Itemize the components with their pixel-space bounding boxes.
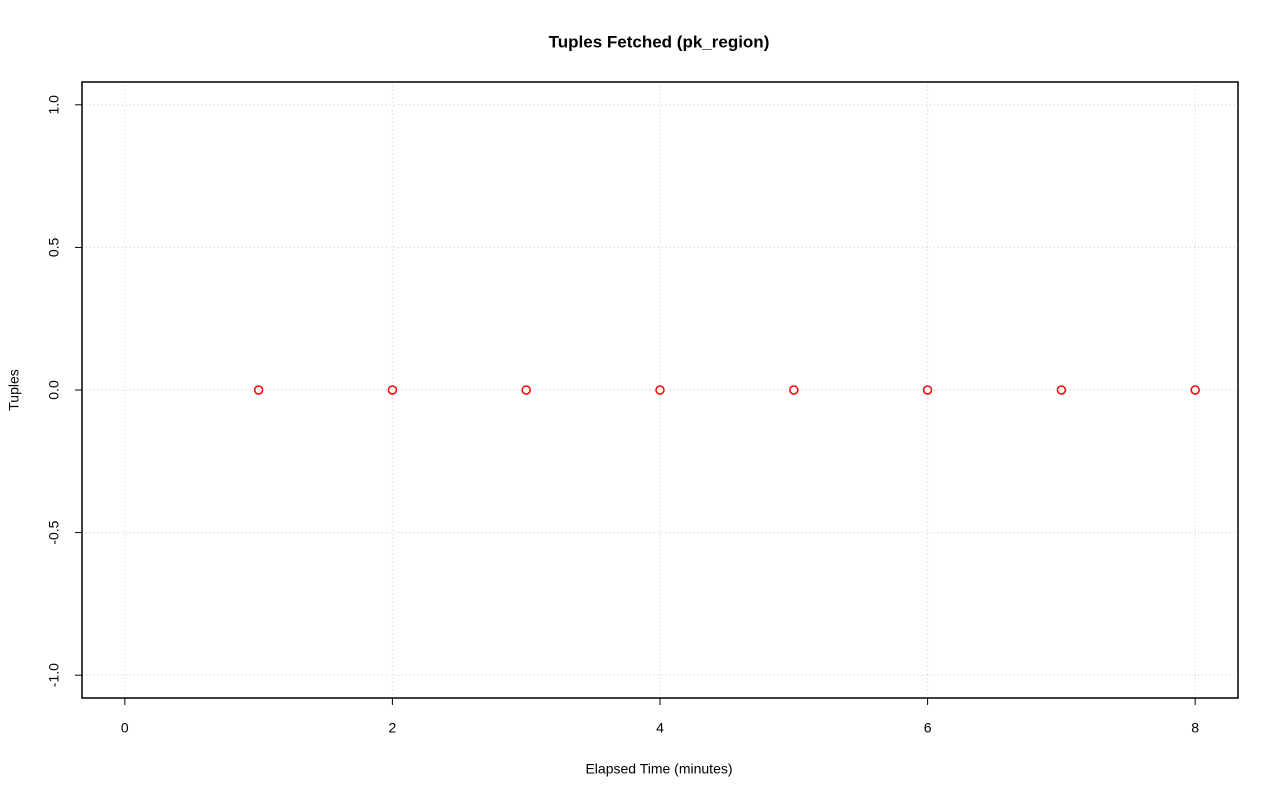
y-tick-label: 0.0 [46,380,62,400]
chart-title: Tuples Fetched (pk_region) [549,32,770,51]
data-point [253,385,264,395]
x-tick-label: 2 [389,720,397,736]
x-tick-label: 8 [1191,720,1199,736]
x-tick-label: 6 [924,720,932,736]
data-point [655,385,665,395]
plot-frame [81,81,1239,699]
y-tick-label: 1.0 [46,95,62,115]
x-tick-label: 4 [656,720,664,736]
data-point [789,385,799,395]
x-tick-label: 0 [121,720,129,736]
data-point [1190,385,1200,395]
data-point [521,385,531,395]
data-point [1056,385,1067,395]
y-tick-label: -0.5 [46,520,62,544]
y-tick-label: 0.5 [46,237,62,257]
y-tick-label: -1.0 [46,663,62,687]
x-axis-label: Elapsed Time (minutes) [585,761,732,777]
data-point [387,385,398,395]
y-axis-label: Tuples [6,369,22,411]
data-point [922,385,933,395]
